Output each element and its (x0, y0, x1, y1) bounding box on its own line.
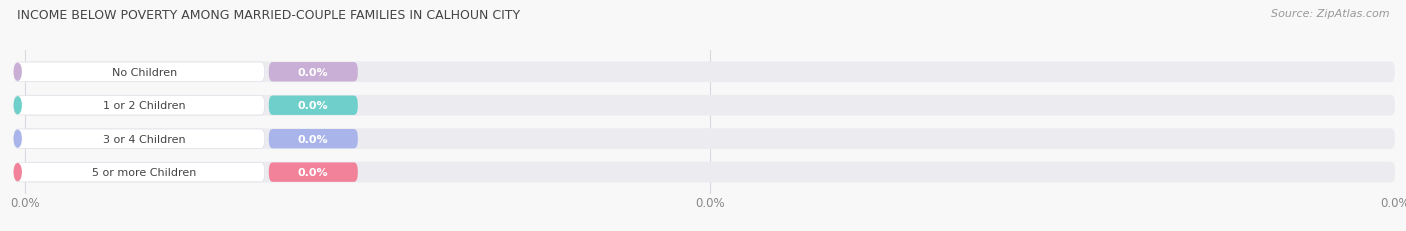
Text: 0.0%: 0.0% (695, 196, 724, 209)
FancyBboxPatch shape (25, 95, 1395, 116)
Text: No Children: No Children (111, 67, 177, 77)
Text: 0.0%: 0.0% (298, 167, 329, 177)
FancyBboxPatch shape (14, 63, 264, 82)
FancyBboxPatch shape (25, 62, 1395, 83)
Text: 0.0%: 0.0% (1379, 196, 1406, 209)
Text: 1 or 2 Children: 1 or 2 Children (103, 101, 186, 111)
Circle shape (14, 97, 21, 114)
FancyBboxPatch shape (269, 63, 357, 82)
Circle shape (14, 64, 21, 81)
Text: INCOME BELOW POVERTY AMONG MARRIED-COUPLE FAMILIES IN CALHOUN CITY: INCOME BELOW POVERTY AMONG MARRIED-COUPL… (17, 9, 520, 22)
Text: 3 or 4 Children: 3 or 4 Children (103, 134, 186, 144)
FancyBboxPatch shape (14, 129, 264, 149)
FancyBboxPatch shape (269, 163, 357, 182)
FancyBboxPatch shape (269, 96, 357, 116)
Text: 0.0%: 0.0% (298, 67, 329, 77)
FancyBboxPatch shape (14, 163, 264, 182)
Text: 0.0%: 0.0% (10, 196, 39, 209)
FancyBboxPatch shape (14, 96, 264, 116)
FancyBboxPatch shape (25, 129, 1395, 149)
FancyBboxPatch shape (269, 129, 357, 149)
FancyBboxPatch shape (25, 162, 1395, 183)
Text: 0.0%: 0.0% (298, 101, 329, 111)
Text: 0.0%: 0.0% (298, 134, 329, 144)
Text: Source: ZipAtlas.com: Source: ZipAtlas.com (1271, 9, 1389, 19)
Text: 5 or more Children: 5 or more Children (93, 167, 197, 177)
Circle shape (14, 164, 21, 181)
Circle shape (14, 131, 21, 147)
